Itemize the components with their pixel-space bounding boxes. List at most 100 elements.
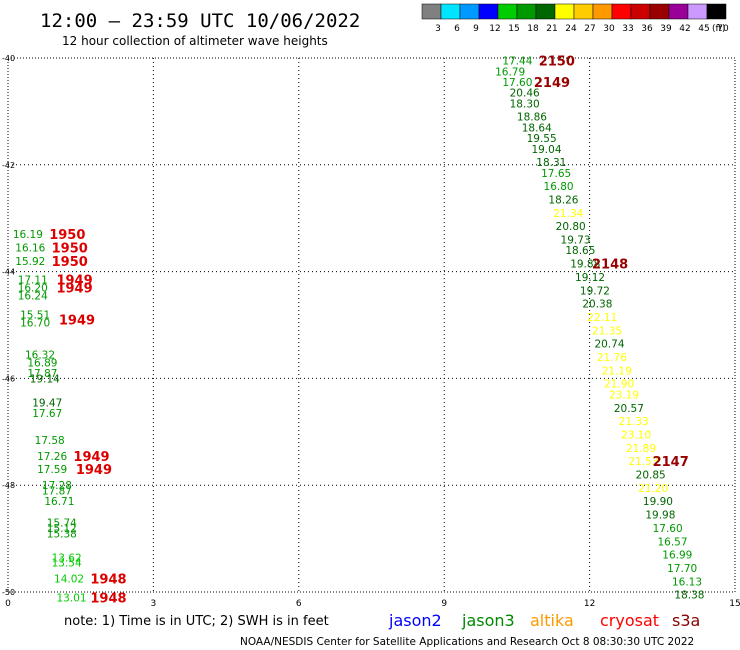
scale-swatch-45: [687, 3, 708, 20]
y-tick-label: -46: [2, 374, 15, 383]
swh-value-label: 17.67: [32, 408, 62, 420]
swh-value-label: 16.57: [657, 536, 687, 548]
scale-label: 3: [435, 24, 441, 34]
swh-value-label: 13.01: [56, 592, 86, 604]
swh-value-label: 19.73: [561, 235, 591, 247]
swh-value-label: 16.24: [18, 291, 48, 303]
pass-time-label: 2149: [534, 76, 570, 91]
swh-value-label: 16.19: [13, 229, 43, 241]
swh-value-label: 20.38: [582, 299, 612, 311]
footer-credit: NOAA/NESDIS Center for Satellite Applica…: [240, 636, 694, 648]
swh-value-label: 21.33: [619, 416, 649, 428]
footer-note: note: 1) Time is in UTC; 2) SWH is in fe…: [64, 614, 329, 629]
chart-title: 12:00 – 23:59 UTC 10/06/2022: [40, 10, 360, 32]
pass-time-label: 1949: [76, 463, 112, 478]
scale-swatch-36: [630, 3, 651, 20]
y-tick-label: -42: [2, 161, 15, 170]
data-labels: 17.4416.7917.6020.4618.3018.8618.6419.55…: [13, 56, 705, 605]
swh-value-label: 17.60: [653, 523, 683, 535]
y-tick-label: -48: [2, 481, 15, 490]
scale-swatch-15: [497, 3, 518, 20]
swh-value-label: 16.70: [20, 317, 50, 329]
scale-swatch-24: [554, 3, 575, 20]
swh-value-label: 17.87: [42, 486, 72, 498]
swh-value-label: 16.89: [27, 357, 57, 369]
x-tick-label: 15: [729, 599, 740, 609]
swh-value-label: 19.72: [580, 285, 610, 297]
scale-label: 21: [546, 24, 557, 34]
x-tick-label: 0: [5, 599, 11, 609]
swh-value-label: 18.64: [522, 122, 552, 134]
pass-time-label: 1949: [56, 274, 92, 289]
pass-time-label: 1948: [90, 591, 126, 606]
swh-value-label: 18.65: [565, 245, 595, 257]
swh-value-label: 19.14: [30, 373, 60, 385]
pass-time-label: 1949: [56, 282, 92, 297]
scale-swatch-12: [478, 3, 499, 20]
plot-axes: 0 3 6 9 12 15 -40 -42 -44 -46 -48 -50: [2, 54, 740, 609]
scale-label: 24: [565, 24, 577, 34]
swh-value-label: 19.90: [643, 496, 673, 508]
swh-value-label: 15.12: [47, 523, 77, 535]
swh-value-label: 20.80: [556, 221, 586, 233]
scale-label: 27: [584, 24, 595, 34]
swh-value-label: 20.85: [636, 470, 666, 482]
satellite-jason3: jason3: [461, 611, 515, 630]
scale-unit: (ft): [712, 24, 726, 34]
scale-swatch-33: [611, 3, 632, 20]
satellite-s3a: s3a: [672, 611, 700, 630]
satellite-cryosat: cryosat: [600, 611, 659, 630]
swh-value-label: 16.16: [15, 243, 45, 255]
scale-label: 33: [622, 24, 633, 34]
swh-value-label: 15.51: [20, 309, 50, 321]
swh-value-label: 21.90: [604, 379, 634, 391]
scale-swatch-3: [421, 3, 442, 20]
swh-value-label: 16.13: [672, 576, 702, 588]
scale-label: 42: [679, 24, 690, 34]
swh-value-label: 18.86: [517, 112, 547, 124]
swh-value-label: 19.98: [645, 510, 675, 522]
swh-value-label: 18.26: [548, 195, 578, 207]
scale-label: 15: [508, 24, 519, 34]
swh-value-label: 15.38: [47, 528, 77, 540]
swh-value-label: 15.74: [47, 518, 77, 530]
scale-label: 70: [717, 24, 729, 34]
pass-time-label: 1949: [73, 450, 109, 465]
swh-value-label: 19.47: [32, 397, 62, 409]
swh-value-label: 16.79: [495, 66, 525, 78]
swh-value-label: 21.34: [553, 208, 583, 220]
scale-swatch-27: [573, 3, 594, 20]
swh-value-label: 20.46: [510, 88, 540, 100]
scale-label: 39: [660, 24, 672, 34]
scale-swatch-18: [516, 3, 537, 20]
swh-value-label: 19.04: [531, 144, 561, 156]
pass-time-label: 1950: [52, 242, 88, 257]
scale-label: 36: [641, 24, 653, 34]
scale-label: 45: [698, 24, 709, 34]
pass-time-label: 2147: [653, 455, 689, 470]
pass-annotations: 2150214921482147195019501950194919491949…: [49, 55, 689, 607]
scale-label: 12: [489, 24, 500, 34]
x-tick-label: 9: [441, 599, 447, 609]
scale-label: 9: [473, 24, 479, 34]
swh-value-label: 20.74: [594, 339, 624, 351]
swh-value-label: 17.59: [37, 464, 67, 476]
swh-value-label: 17.28: [42, 480, 72, 492]
swh-value-label: 23.19: [609, 389, 639, 401]
swh-value-label: 17.60: [502, 77, 532, 89]
swh-value-label: 23.10: [621, 429, 651, 441]
swh-value-label: 16.32: [25, 349, 55, 361]
swh-value-label: 19.12: [575, 272, 605, 284]
swh-value-label: 17.44: [502, 56, 532, 68]
scale-swatch-9: [459, 3, 480, 20]
color-scale: 3 6 9 12 15 18 21 24 27 30 33 36 39 42 45 70(ft): [421, 3, 729, 34]
pass-time-label: 1949: [59, 314, 95, 329]
swh-value-label: 16.71: [44, 496, 74, 508]
swh-value-label: 19.88: [570, 259, 600, 271]
swh-value-label: 17.58: [35, 435, 65, 447]
swh-value-label: 17.11: [18, 275, 48, 287]
plot-frame: [7, 57, 736, 593]
y-tick-label: -44: [2, 268, 15, 277]
x-tick-label: 3: [151, 599, 157, 609]
